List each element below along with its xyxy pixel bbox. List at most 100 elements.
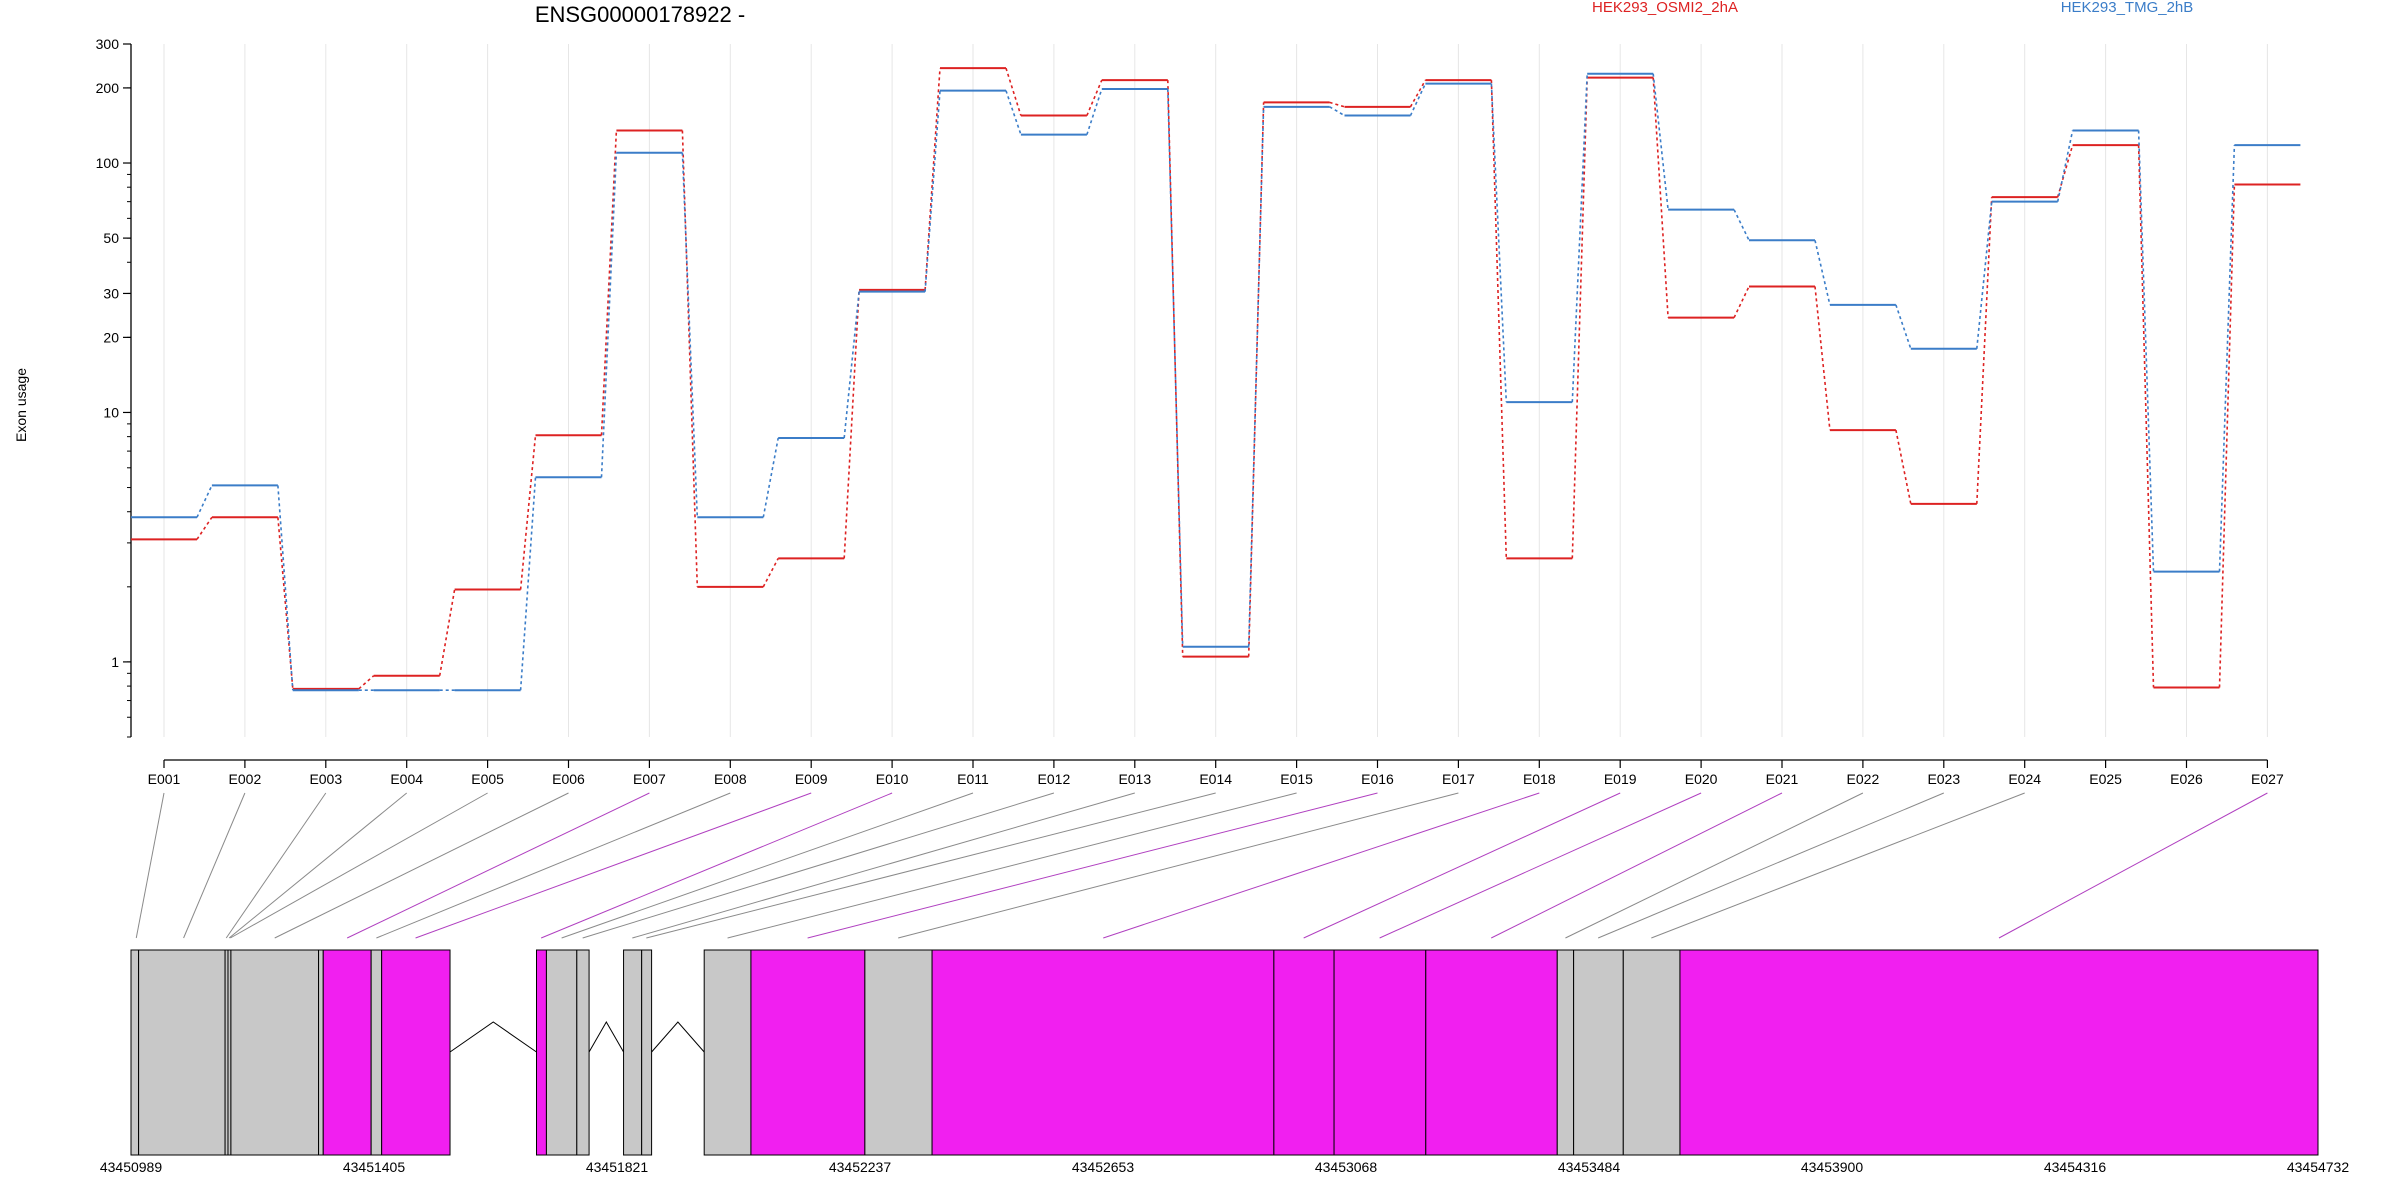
exon-link-e011	[561, 792, 974, 939]
series-connector	[519, 435, 537, 590]
x-tick-label-e008: E008	[714, 771, 747, 787]
exon-block	[130, 949, 140, 1156]
series-connector	[924, 90, 941, 292]
exon-links-layer	[135, 792, 2268, 939]
grid-layer	[163, 44, 2268, 737]
x-tick-label-e012: E012	[1038, 771, 1071, 787]
exon-block	[370, 949, 383, 1156]
exon-link-e008	[376, 792, 731, 939]
exon-link-e018	[1103, 792, 1540, 939]
legend-entry-osmi2: HEK293_OSMI2_2hA	[1592, 0, 1738, 16]
series-tmg	[131, 72, 2301, 692]
series-osmi2	[131, 67, 2301, 690]
series-connector	[2218, 184, 2236, 688]
exon-block	[318, 949, 324, 1156]
series-connector	[1329, 101, 1345, 108]
y-tick-label: 1	[111, 654, 119, 670]
genomic-coordinate-label: 43452653	[1072, 1159, 1135, 1175]
exon-block-highlighted	[1273, 949, 1335, 1156]
series-connector	[1814, 286, 1831, 431]
exon-link-e007	[346, 792, 650, 939]
exon-link-e004	[228, 792, 408, 939]
intron-connector	[651, 1021, 705, 1053]
y-tick-label: 200	[96, 80, 120, 96]
series-connector	[1733, 209, 1750, 241]
x-tick-label-e002: E002	[229, 771, 262, 787]
exon-link-e023	[1597, 792, 1944, 939]
exon-block	[623, 949, 643, 1156]
exon-link-e005	[230, 792, 488, 939]
series-connector	[1247, 106, 1265, 647]
series-connector	[2137, 145, 2155, 688]
exon-block-highlighted	[1425, 949, 1558, 1156]
series-connector	[358, 675, 375, 690]
series-connector	[1086, 88, 1103, 135]
exon-block	[545, 949, 578, 1156]
series-connector	[762, 437, 779, 518]
exon-block-highlighted	[931, 949, 1275, 1156]
series-connector	[924, 68, 941, 290]
x-tick-label-e009: E009	[795, 771, 828, 787]
series-connector	[600, 152, 618, 478]
exon-block	[576, 949, 590, 1156]
exon-block-highlighted	[535, 949, 547, 1156]
exon-link-e002	[183, 792, 246, 939]
exon-block-highlighted	[1333, 949, 1427, 1156]
series-layer	[131, 67, 2301, 692]
x-tick-label-e020: E020	[1685, 771, 1718, 787]
exon-link-e027	[1998, 792, 2268, 939]
exon-link-e015	[727, 792, 1297, 939]
genomic-coordinate-label: 43452237	[829, 1159, 892, 1175]
legend-entry-tmg: HEK293_TMG_2hB	[2061, 0, 2194, 16]
exon-link-e020	[1379, 792, 1702, 939]
x-tick-label-e024: E024	[2008, 771, 2041, 787]
exon-block	[230, 949, 320, 1156]
x-tick-label-e015: E015	[1280, 771, 1313, 787]
exon-link-e022	[1565, 792, 1864, 939]
genomic-coordinate-label: 43453484	[1558, 1159, 1621, 1175]
y-tick-label: 300	[96, 36, 120, 52]
y-tick-label: 30	[103, 285, 119, 301]
series-connector	[1976, 197, 1993, 504]
chart-title: ENSG00000178922 -	[535, 2, 745, 27]
series-connector	[600, 130, 618, 436]
x-tick-label-e021: E021	[1766, 771, 1799, 787]
series-connector	[843, 291, 860, 439]
exon-link-e013	[632, 792, 1135, 939]
series-connector	[1409, 79, 1427, 108]
exon-link-e014	[646, 792, 1216, 939]
series-connector	[1895, 304, 1912, 350]
x-tick-label-e004: E004	[390, 771, 423, 787]
exon-link-e001	[135, 792, 165, 939]
gene-model-layer: 43450989 43451405 43451821 43452237 43452653…	[100, 949, 2350, 1175]
intron-connector	[588, 1020, 624, 1053]
y-tick-label: 100	[96, 155, 120, 171]
series-connector	[1814, 240, 1831, 306]
series-connector	[681, 130, 699, 587]
x-tick-label-e007: E007	[633, 771, 666, 787]
x-tick-label-e006: E006	[552, 771, 585, 787]
series-connector	[1571, 77, 1588, 559]
series-connector	[277, 485, 294, 691]
x-tick-label-e011: E011	[957, 771, 989, 787]
y-tick-label: 50	[103, 230, 119, 246]
exon-block	[1556, 949, 1575, 1156]
x-tick-label-e019: E019	[1604, 771, 1637, 787]
x-tick-label-e001: E001	[148, 771, 181, 787]
exon-link-e017	[898, 792, 1459, 939]
series-connector	[277, 517, 294, 689]
series-connector	[2056, 130, 2074, 202]
x-tick-label-e003: E003	[309, 771, 342, 787]
genomic-coordinate-label: 43453068	[1315, 1159, 1378, 1175]
x-tick-label-e023: E023	[1927, 771, 1960, 787]
x-tick-label-e014: E014	[1199, 771, 1232, 787]
series-connector	[1895, 429, 1912, 505]
x-tick-label-e016: E016	[1361, 771, 1394, 787]
x-tick-label-e005: E005	[471, 771, 504, 787]
exon-block	[138, 949, 226, 1156]
genomic-coordinate-label: 43454732	[2287, 1159, 2350, 1175]
exon-block	[1573, 949, 1624, 1156]
series-connector	[1086, 79, 1103, 116]
exon-link-e016	[807, 792, 1378, 939]
